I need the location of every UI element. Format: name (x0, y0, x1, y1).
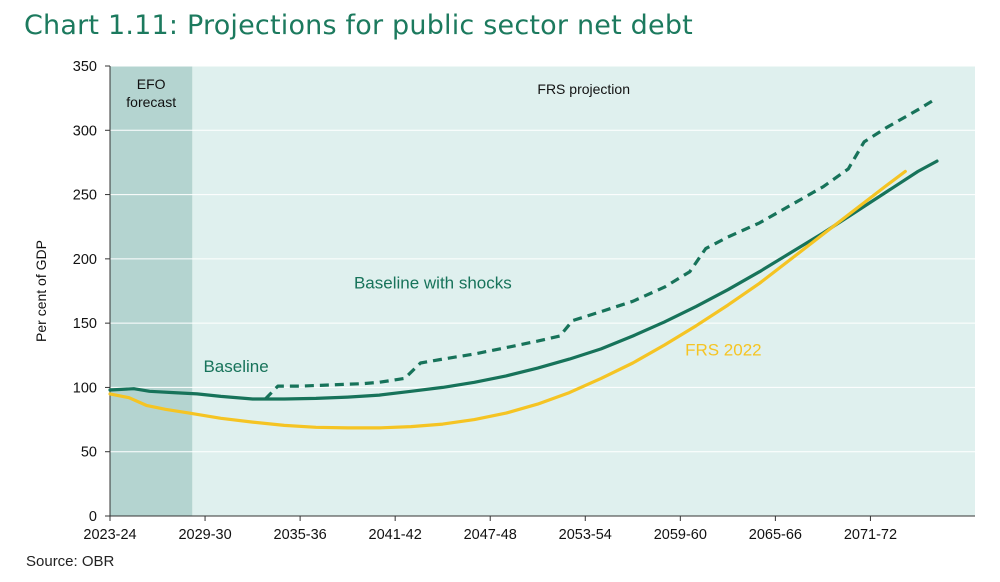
series-line-frs2022 (108, 169, 907, 430)
page-title: Chart 1.11: Projections for public secto… (24, 10, 693, 41)
series-lines (108, 96, 939, 430)
chart-background (110, 66, 975, 516)
gridlines (110, 65, 975, 453)
region-efo-forecast (110, 66, 193, 516)
series-label-shocks: Baseline with shocks (354, 273, 512, 292)
x-tick-label: 2035-36 (274, 527, 327, 543)
x-tick-label: 2071-72 (844, 527, 897, 543)
y-tick-label: 50 (81, 445, 97, 461)
y-tick-label: 350 (73, 59, 97, 75)
series-label-baseline: Baseline (203, 357, 268, 376)
series-line-baseline (108, 159, 939, 401)
region-label-efo-forecast: EFO (137, 76, 166, 92)
y-tick-label: 300 (73, 123, 97, 139)
annotations: EFO forecast FRS projection Baseline with s… (126, 76, 761, 376)
x-tick-label: 2047-48 (464, 527, 517, 543)
region-label-frs-projection: FRS projection (537, 81, 630, 97)
x-tick-label: 2029-30 (178, 527, 231, 543)
y-tick-label: 0 (89, 509, 97, 525)
region-frs-projection (192, 66, 975, 516)
series-label-frs2022: FRS 2022 (685, 340, 762, 359)
x-tick-label: 2065-66 (749, 527, 802, 543)
series-line-shocks (264, 96, 938, 401)
x-tick-label: 2023-24 (83, 527, 136, 543)
region-label-efo-forecast: forecast (126, 94, 176, 110)
y-axis-label: Per cent of GDP (33, 240, 49, 342)
x-tick-label: 2059-60 (654, 527, 707, 543)
y-tick-label: 150 (73, 316, 97, 332)
y-tick-label: 100 (73, 380, 97, 396)
axes: 0 50 100 150 200 250 300 350 2023-24 2029-30 2035-… (33, 59, 975, 543)
y-tick-label: 250 (73, 188, 97, 204)
x-tick-label: 2041-42 (369, 527, 422, 543)
source-note: Source: OBR (26, 553, 115, 570)
x-tick-label: 2053-54 (559, 527, 612, 543)
y-tick-label: 200 (73, 252, 97, 268)
